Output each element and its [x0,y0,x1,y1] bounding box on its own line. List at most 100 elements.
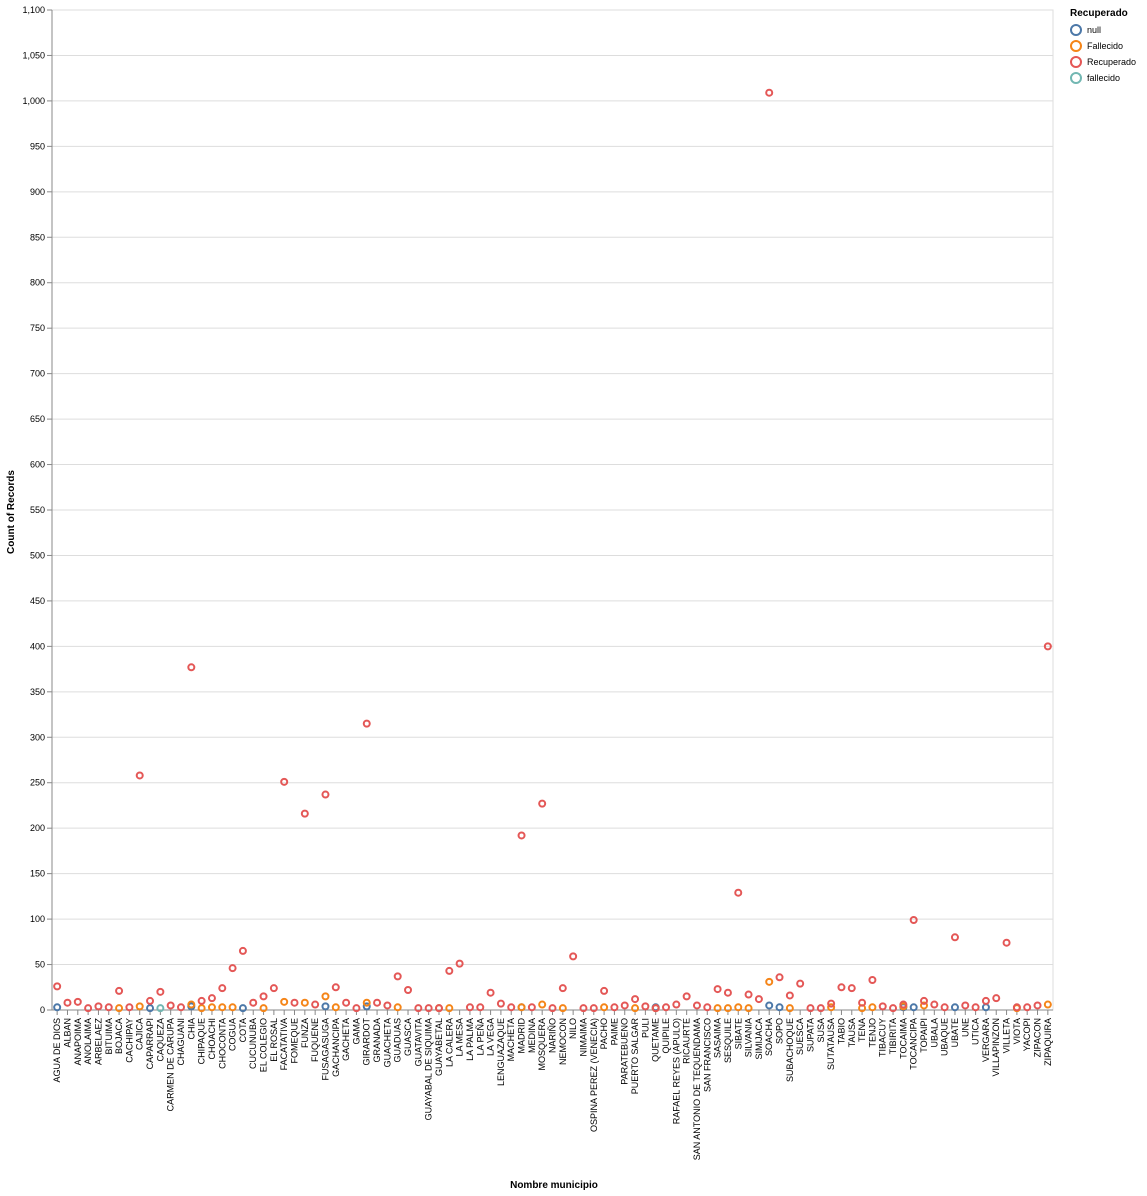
data-point [342,998,351,1007]
legend-swatch-icon [1070,56,1082,68]
data-point [218,984,227,993]
x-tick-label: EL ROSAL [269,1018,279,1062]
data-point [352,1004,361,1013]
data-point [1033,1001,1042,1010]
x-tick-label: FUSAGASUGA [320,1018,330,1081]
x-tick-label: SUBACHOQUE [785,1018,795,1082]
y-tick-label: 700 [30,369,45,379]
x-tick-label: PAIME [609,1018,619,1045]
data-point [631,1004,640,1013]
legend-label: Fallecido [1087,41,1124,51]
data-point [692,1001,701,1010]
x-tick-label: AGUA DE DIOS [52,1018,62,1083]
data-point [744,990,753,999]
y-tick-label: 100 [30,914,45,924]
x-tick-label: ZIPACON [1033,1018,1043,1057]
x-tick-label: RICAURTE [682,1018,692,1064]
data-point [806,1004,815,1013]
x-tick-label: FUNZA [300,1018,310,1048]
data-point [754,995,763,1004]
x-tick-label: CUCUNUBA [248,1018,258,1069]
data-point [548,1004,557,1013]
data-point [135,1002,144,1011]
data-point [63,998,72,1007]
data-point [362,998,371,1007]
data-point [796,979,805,988]
x-tick-label: GUATAVITA [413,1018,423,1066]
x-tick-label: LA PEÑA [475,1018,485,1056]
x-tick-label: LA MESA [455,1018,465,1057]
x-tick-label: PUERTO SALGAR [630,1018,640,1095]
y-tick-label: 650 [30,414,45,424]
x-tick-label: CHOACHI [207,1018,217,1060]
data-point [94,1002,103,1011]
data-point [785,1004,794,1013]
data-point [1043,1000,1052,1009]
data-point [393,1003,402,1012]
data-point [785,991,794,1000]
data-point [197,996,206,1005]
x-axis-title: Nombre municipio [510,1180,598,1191]
x-tick-label: TOCAIMA [898,1018,908,1059]
data-point [1023,1003,1032,1012]
data-point [445,1004,454,1013]
data-point [703,1003,712,1012]
data-point [961,1001,970,1010]
x-tick-label: ALBAN [62,1018,72,1048]
data-point [228,1003,237,1012]
y-tick-label: 0 [40,1005,45,1015]
data-point [53,1003,62,1012]
data-point [538,1000,547,1009]
data-point [827,999,836,1008]
x-tick-label: YACOPI [1022,1018,1032,1051]
data-point [651,1004,660,1013]
x-tick-label: SUPATA [805,1018,815,1052]
x-tick-label: SASAIMA [713,1018,723,1058]
data-point [465,1003,474,1012]
data-point [280,997,289,1006]
data-point [280,777,289,786]
data-point [228,964,237,973]
data-point [176,1003,185,1012]
data-point [146,996,155,1005]
data-point [455,959,464,968]
x-tick-label: GUASCA [403,1018,413,1056]
y-tick-label: 450 [30,596,45,606]
data-point [187,1000,196,1009]
x-tick-label: UBALA [929,1018,939,1048]
x-tick-label: MACHETA [506,1018,516,1061]
data-point [238,946,247,955]
data-point [950,933,959,942]
x-tick-label: CAJICA [135,1018,145,1050]
x-tick-label: COGUA [228,1018,238,1051]
data-point [713,1004,722,1013]
data-point [765,88,774,97]
x-tick-label: BOJACA [114,1018,124,1054]
x-tick-label: UTICA [971,1018,981,1045]
x-tick-label: TENA [857,1018,867,1042]
legend-item: Recuperado [1070,54,1136,70]
data-point [765,1001,774,1010]
data-point [507,1003,516,1012]
x-tick-label: TAUSA [847,1018,857,1047]
legend-swatch-icon [1070,72,1082,84]
legend-items: null Fallecido Recuperado fallecido [1070,22,1136,86]
x-tick-label: TOCANCIPA [909,1018,919,1070]
data-point [631,995,640,1004]
data-point [445,966,454,975]
data-point [321,790,330,799]
data-point [527,1003,536,1012]
data-point [269,984,278,993]
y-tick-label: 400 [30,641,45,651]
data-point [878,1002,887,1011]
x-tick-label: GUADUAS [393,1018,403,1063]
data-point [672,1000,681,1009]
x-tick-label: SOACHA [764,1018,774,1056]
data-point [496,999,505,1008]
legend-item: Fallecido [1070,38,1136,54]
x-tick-label: CHOCONTA [217,1018,227,1069]
x-tick-label: SAN FRANCISCO [702,1018,712,1092]
x-tick-label: QUIPILE [661,1018,671,1054]
x-tick-label: VERGARA [981,1018,991,1062]
